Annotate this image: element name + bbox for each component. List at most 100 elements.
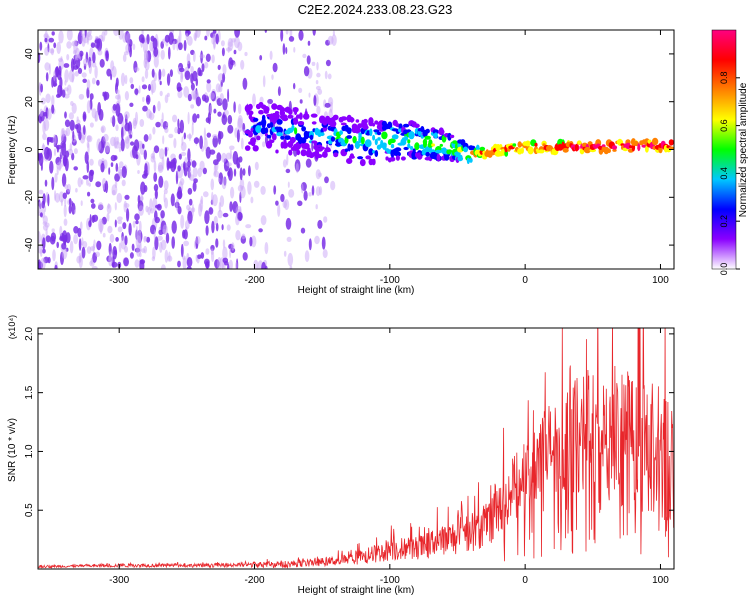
signal-blob	[534, 142, 538, 147]
noise-blob	[198, 203, 203, 217]
noise-blob	[45, 72, 49, 82]
noise-blob	[248, 165, 251, 177]
y-tick-label: 0	[24, 146, 35, 152]
noise-blob	[318, 172, 322, 178]
noise-blob	[300, 227, 306, 234]
noise-blob	[69, 240, 74, 254]
noise-blob	[218, 178, 221, 183]
noise-blob	[138, 220, 142, 234]
noise-blob	[78, 238, 82, 251]
signal-blob	[512, 143, 517, 147]
signal-blob	[316, 154, 323, 158]
noise-blob	[184, 70, 191, 81]
noise-blob	[205, 146, 211, 159]
noise-blob	[152, 104, 156, 114]
noise-blob	[293, 46, 296, 53]
noise-blob	[139, 259, 145, 269]
noise-blob	[221, 47, 225, 57]
noise-blob	[180, 72, 184, 83]
noise-blob	[312, 30, 316, 36]
noise-blob	[38, 201, 42, 213]
noise-blob	[236, 129, 240, 143]
x-tick-label: -200	[245, 575, 265, 586]
signal-blob	[296, 149, 301, 156]
noise-blob	[272, 62, 278, 73]
noise-blob	[56, 162, 63, 170]
noise-blob	[149, 110, 153, 119]
signal-blob	[280, 135, 285, 140]
noise-blob	[39, 41, 43, 51]
noise-blob	[56, 241, 59, 249]
noise-blob	[71, 152, 75, 161]
noise-blob	[158, 175, 164, 188]
y-tick-label: 40	[24, 48, 35, 60]
signal-blob	[387, 121, 393, 130]
signal-blob	[376, 131, 382, 136]
noise-blob	[91, 61, 97, 68]
noise-blob	[315, 85, 321, 91]
signal-blob	[428, 139, 433, 146]
noise-blob	[115, 237, 119, 242]
signal-blob	[414, 123, 420, 129]
x-tick-label: -200	[245, 275, 265, 286]
spectrogram-y-label: Frequency (Hz)	[7, 116, 18, 185]
noise-blob	[103, 133, 109, 142]
noise-blob	[146, 97, 150, 103]
noise-blob	[164, 127, 169, 134]
noise-blob	[233, 49, 237, 55]
noise-blob	[104, 30, 108, 36]
noise-blob	[307, 40, 311, 46]
signal-blob	[274, 111, 280, 115]
noise-blob	[151, 68, 155, 78]
noise-blob	[288, 36, 295, 42]
noise-blob	[81, 33, 86, 47]
noise-blob	[186, 53, 191, 65]
noise-blob	[192, 113, 198, 123]
y-tick-label: -40	[24, 237, 35, 252]
noise-blob	[155, 204, 161, 209]
noise-blob	[116, 192, 123, 204]
noise-blob	[178, 67, 185, 73]
noise-blob	[215, 83, 221, 93]
spectrogram-x-label: Height of straight line (km)	[298, 285, 415, 296]
noise-blob	[228, 57, 234, 70]
noise-blob	[237, 115, 243, 128]
noise-blob	[171, 236, 175, 249]
noise-blob	[52, 134, 57, 146]
signal-blob	[250, 137, 257, 144]
signal-blob	[358, 134, 362, 140]
noise-blob	[96, 79, 100, 86]
snr-line-plot	[38, 328, 674, 569]
noise-blob	[226, 162, 232, 167]
noise-blob	[141, 76, 145, 83]
signal-blob	[281, 141, 289, 149]
noise-blob	[176, 86, 183, 92]
signal-blob	[297, 121, 305, 126]
signal-blob	[463, 146, 469, 153]
noise-blob	[77, 67, 83, 74]
noise-blob	[202, 167, 207, 175]
noise-blob	[95, 251, 100, 258]
noise-blob	[137, 229, 142, 244]
noise-blob	[258, 228, 263, 233]
signal-blob	[603, 147, 609, 155]
noise-blob	[316, 105, 321, 115]
y-tick-label: -20	[24, 190, 35, 205]
signal-blob	[309, 134, 314, 141]
noise-blob	[51, 228, 55, 233]
signal-blob	[291, 124, 295, 131]
noise-blob	[108, 167, 111, 175]
noise-blob	[187, 187, 193, 195]
noise-blob	[137, 194, 141, 204]
y-tick-label: 0.5	[24, 503, 35, 517]
signal-blob	[394, 147, 402, 152]
noise-blob	[51, 176, 55, 191]
noise-blob	[74, 71, 79, 77]
y-tick-label: 1.5	[24, 385, 35, 399]
noise-blob	[138, 34, 145, 43]
signal-blob	[329, 120, 337, 128]
noise-blob	[277, 86, 281, 97]
noise-blob	[43, 118, 50, 131]
signal-blob	[270, 121, 274, 128]
signal-blob	[372, 123, 376, 127]
